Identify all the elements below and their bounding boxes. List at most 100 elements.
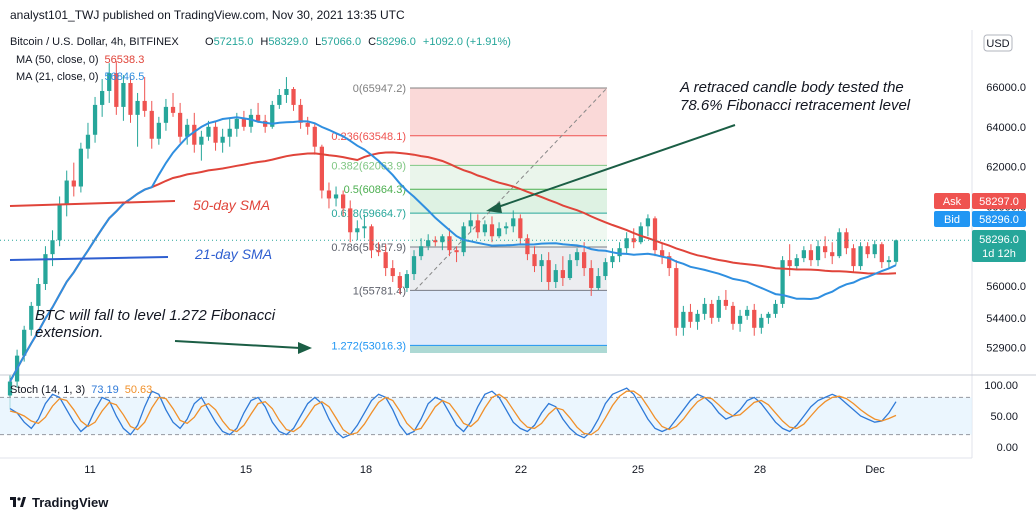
fib-level-label: 1(55781.4) [353,285,406,297]
candle-body [312,126,317,147]
time-tick-label: Dec [865,464,885,476]
bid-price-tag [972,211,1026,227]
ask-tag [934,193,970,209]
fib-zone [410,189,607,214]
price-tick-label: 66000.0 [986,82,1026,94]
candle-body [128,83,133,115]
candle-body [496,228,502,237]
candle-body [603,262,608,277]
candle-body [7,381,13,396]
currency-badge[interactable]: USD [983,34,1013,52]
candle-body [234,118,239,129]
candle-body [369,226,374,251]
candle-body [518,218,523,239]
candle-body [85,134,91,149]
candle-body [454,250,459,253]
sma21-legend-line [9,256,169,261]
stochastic-oscillator [0,387,972,439]
candle-body [376,250,381,253]
fib-zone [410,88,607,136]
candle-body [433,240,438,243]
candle-body [624,238,629,249]
candle-body [851,248,856,267]
time-tick-label: 25 [632,464,644,476]
candle-body [511,218,516,227]
ask-price-tag [972,193,1026,209]
legend-symbol: Bitcoin / U.S. Dollar, 4h, BITFINEX [10,36,179,48]
candle-body [22,329,27,356]
candle-body [886,260,892,263]
candle-body [362,226,367,229]
price-tick-label: 62000.0 [986,162,1026,174]
axes: 66000.064000.062000.060000.058000.056000… [0,82,1026,476]
bid-tag [934,211,970,227]
candle-body [830,252,835,257]
candlestick-series [7,61,899,410]
candle-body [822,246,828,253]
candle-body [333,194,339,199]
candle-body [695,313,700,322]
candle-body [780,260,785,304]
stoch-tick-label: 0.00 [997,442,1018,454]
time-tick-label: 28 [754,464,766,476]
candle-body [893,240,899,262]
candle-body [504,226,509,229]
candle-body [752,309,757,328]
candle-body [149,110,154,139]
candle-body [404,274,410,288]
ma50-line [9,151,897,382]
candle-body [574,252,580,261]
candle-body [440,236,445,243]
candle-body [865,246,870,255]
candle-body [631,238,636,243]
candle-body [284,88,289,95]
candle-body [447,236,452,251]
fibonacci-retracement[interactable]: 0(65947.2)0.236(63548.1)0.382(62063.9)0.… [331,83,608,353]
publisher-text: analyst101_TWJ published on TradingView.… [10,8,405,22]
candle-body [220,136,225,143]
candle-body [163,106,169,123]
candle-body [745,309,750,316]
stoch-band [0,397,972,435]
candle-body [702,303,707,314]
tradingview-logo-icon [10,497,26,507]
fib-level-label: 0.5(60864.3) [344,184,406,196]
candle-body [199,136,204,145]
candle-body [241,118,247,127]
candle-body [468,220,473,227]
candle-body [837,232,842,257]
candle-body [667,256,672,269]
annotation-sma50: 50-day SMA [193,197,270,213]
candle-body [737,315,743,324]
ask-bid-labels: Ask 58297.0 Bid 58296.0 58296.0 1d 12h [934,193,1026,262]
fib-level-label: 0.618(59664.7) [331,208,406,220]
bid-tag-label: Bid [944,214,960,226]
candle-body [383,252,388,269]
candle-body [135,100,140,115]
candle-body [64,180,69,205]
annotations: A retraced candle body tested the 78.6% … [9,79,911,354]
time-tick-label: 11 [84,464,95,476]
candle-body [36,284,41,306]
tradingview-footer[interactable]: TradingView [10,492,108,512]
candle-body [326,190,332,199]
bid-price-text: 58296.0 [979,214,1019,226]
candle-body [426,240,431,247]
fib-level-label: 0.382(62063.9) [331,160,406,172]
candle-body [213,126,218,143]
candle-body [652,218,658,251]
candle-body [525,238,530,255]
candle-body [411,256,417,275]
candle-body [397,276,402,288]
candle-body [263,120,268,127]
candle-body [858,246,863,267]
candle-body [489,224,495,237]
price-chart[interactable]: 0(65947.2)0.236(63548.1)0.382(62063.9)0.… [0,30,1036,490]
candle-body [29,305,34,330]
annotation-sma21: 21-day SMA [194,246,272,262]
candle-body [319,146,324,191]
legend: Bitcoin / U.S. Dollar, 4h, BITFINEX O572… [10,36,511,396]
candle-body [341,194,346,209]
fib-zone [410,213,607,248]
fib-level-label: 0.786(57957.9) [331,242,406,254]
